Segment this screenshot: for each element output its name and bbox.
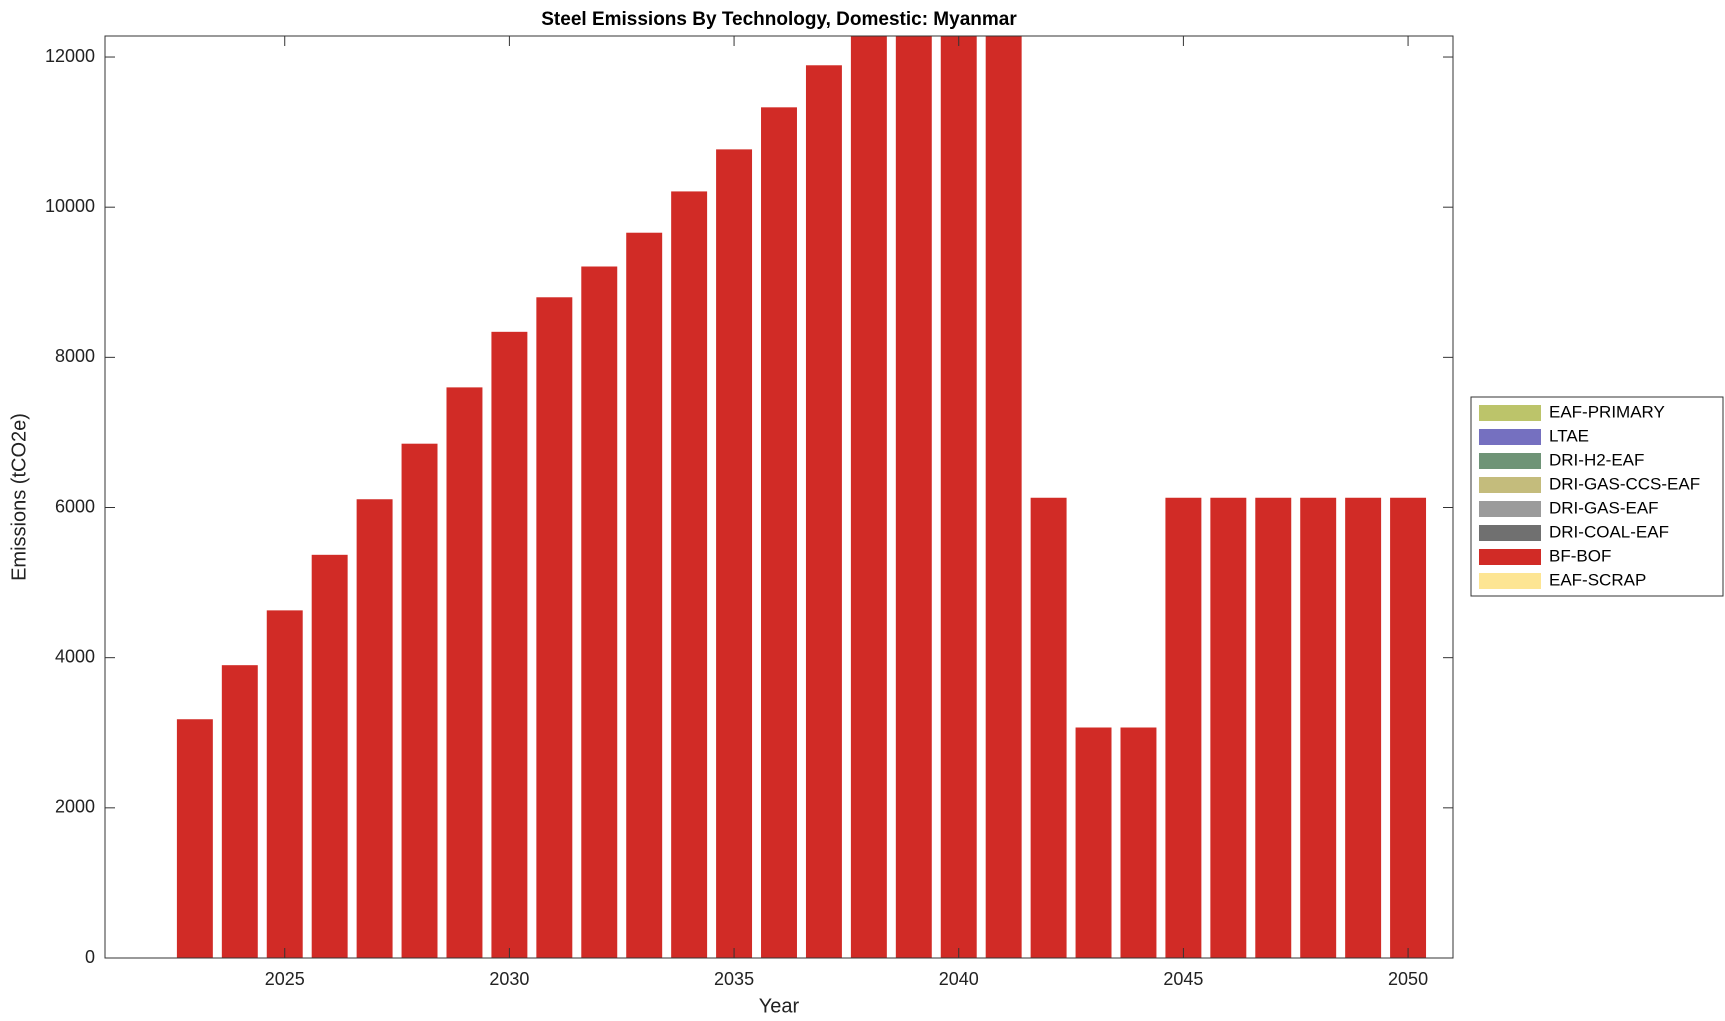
y-tick-label: 12000 xyxy=(45,46,95,66)
legend-label: DRI-GAS-EAF xyxy=(1549,498,1659,517)
x-tick-label: 2045 xyxy=(1163,969,1203,989)
bar xyxy=(1075,727,1112,958)
y-axis-label: Emissions (tCO2e) xyxy=(8,413,30,581)
bar xyxy=(1210,497,1247,958)
x-axis-label: Year xyxy=(759,995,800,1017)
y-tick-label: 4000 xyxy=(55,646,95,666)
legend-label: LTAE xyxy=(1549,426,1589,445)
legend-label: DRI-GAS-CCS-EAF xyxy=(1549,474,1700,493)
x-tick-label: 2040 xyxy=(939,969,979,989)
legend-label: EAF-PRIMARY xyxy=(1549,402,1665,421)
x-tick-label: 2025 xyxy=(265,969,305,989)
x-tick-label: 2035 xyxy=(714,969,754,989)
y-tick-label: 2000 xyxy=(55,797,95,817)
bar xyxy=(356,499,393,958)
bar xyxy=(1300,497,1337,958)
y-tick-label: 10000 xyxy=(45,196,95,216)
y-tick-label: 8000 xyxy=(55,346,95,366)
bar xyxy=(1120,727,1157,958)
bar xyxy=(221,665,258,958)
bar xyxy=(850,36,887,958)
legend-swatch xyxy=(1479,477,1541,493)
bar xyxy=(940,36,977,958)
bar xyxy=(1165,497,1202,958)
legend-swatch xyxy=(1479,453,1541,469)
bar xyxy=(805,65,842,958)
legend-swatch xyxy=(1479,405,1541,421)
axes-box xyxy=(104,35,1454,959)
bar xyxy=(626,232,663,958)
bar xyxy=(761,107,797,958)
legend-swatch xyxy=(1479,573,1541,589)
y-tick-label: 0 xyxy=(85,947,95,967)
bar xyxy=(401,443,438,958)
legend-label: DRI-COAL-EAF xyxy=(1549,522,1669,541)
bar xyxy=(536,297,573,958)
legend-swatch xyxy=(1479,549,1541,565)
legend-label: EAF-SCRAP xyxy=(1549,570,1646,589)
chart-title: Steel Emissions By Technology, Domestic:… xyxy=(541,9,1017,30)
bar xyxy=(311,554,348,958)
legend-label: BF-BOF xyxy=(1549,546,1611,565)
bar xyxy=(1390,497,1427,958)
bar xyxy=(671,191,708,958)
bar xyxy=(895,36,932,958)
bar xyxy=(1030,497,1067,958)
legend-box xyxy=(1470,396,1724,597)
legend-swatch xyxy=(1479,501,1541,517)
bar xyxy=(176,719,213,958)
legend-swatch xyxy=(1479,429,1541,445)
y-tick-label: 6000 xyxy=(55,496,95,516)
bar xyxy=(266,610,303,958)
legend-label: DRI-H2-EAF xyxy=(1549,450,1644,469)
bar xyxy=(985,36,1022,958)
bar xyxy=(1255,497,1292,958)
x-tick-label: 2050 xyxy=(1388,969,1428,989)
bar xyxy=(1345,497,1382,958)
plot-area xyxy=(176,36,1427,958)
bar xyxy=(491,331,528,958)
bar xyxy=(446,387,483,958)
bar xyxy=(716,149,753,958)
bar xyxy=(581,266,618,958)
legend-swatch xyxy=(1479,525,1541,541)
x-tick-label: 2030 xyxy=(489,969,529,989)
